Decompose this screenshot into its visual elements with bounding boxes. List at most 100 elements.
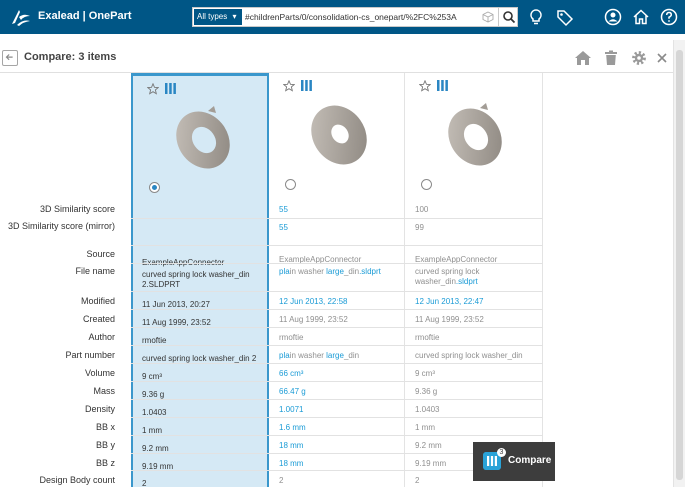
text-plain: in washer bbox=[289, 267, 327, 276]
cell-density: 1.0403 bbox=[142, 408, 167, 417]
star-icon[interactable] bbox=[283, 80, 295, 92]
cell-part-number: curved spring lock washer_din bbox=[415, 351, 523, 360]
compare-header: Compare: 3 items bbox=[0, 44, 673, 72]
top-bar: Exalead | OnePart All types ▾ bbox=[0, 0, 685, 34]
tag-icon[interactable] bbox=[555, 7, 575, 27]
type-filter-label: All types bbox=[197, 12, 228, 21]
text-plain: _din bbox=[343, 267, 360, 276]
row-divider bbox=[131, 399, 543, 400]
row-label-volume: Volume bbox=[84, 368, 115, 378]
home-icon[interactable] bbox=[631, 7, 651, 27]
row-divider bbox=[131, 327, 543, 328]
cell-part-number: curved spring lock washer_din 2 bbox=[142, 354, 257, 363]
star-icon[interactable] bbox=[419, 80, 431, 92]
text-plain: in washer bbox=[289, 351, 327, 360]
cell-file-name: curved spring lock washer_din bbox=[142, 270, 250, 279]
cell-author: rmoftie bbox=[415, 333, 440, 342]
row-divider bbox=[131, 435, 543, 436]
cell-mass: 9.36 g bbox=[415, 387, 438, 396]
3ds-logo-icon bbox=[12, 10, 30, 26]
text-plain: _din bbox=[343, 351, 360, 360]
cell-bb-y: 18 mm bbox=[279, 441, 304, 450]
row-label-mass: Mass bbox=[93, 386, 115, 396]
compare-bars-icon[interactable] bbox=[165, 83, 176, 94]
cell-bb-z: 18 mm bbox=[279, 459, 304, 468]
gear-icon[interactable] bbox=[630, 49, 648, 67]
row-label-modified: Modified bbox=[80, 296, 115, 306]
row-divider bbox=[131, 218, 543, 219]
text-match: large bbox=[326, 351, 344, 360]
compare-column-2: 55 55 ExampleAppConnector plain washer l… bbox=[269, 73, 405, 487]
row-label-similarity: 3D Similarity score bbox=[39, 204, 115, 214]
cell-design-body-count: 2 bbox=[142, 479, 147, 488]
row-divider bbox=[131, 470, 543, 471]
caret-down-icon: ▾ bbox=[232, 12, 237, 21]
cell-source: ExampleAppConnector bbox=[142, 258, 262, 268]
row-divider bbox=[131, 453, 543, 454]
compare-button-label: Compare bbox=[508, 455, 552, 466]
cell-file-name: curved spring lock bbox=[415, 267, 480, 276]
cell-source: ExampleAppConnector bbox=[279, 255, 362, 264]
row-divider bbox=[131, 417, 543, 418]
compare-bars-icon bbox=[483, 452, 501, 470]
cell-file-name-line2: washer_din.sldprt bbox=[415, 277, 535, 287]
column-header bbox=[133, 76, 267, 204]
cell-volume: 9 cm³ bbox=[415, 369, 435, 378]
cell-created: 11 Aug 1999, 23:52 bbox=[279, 315, 348, 324]
select-radio[interactable] bbox=[285, 179, 296, 190]
search-button[interactable] bbox=[498, 8, 518, 26]
search-box: All types ▾ bbox=[192, 7, 518, 27]
cell-mass: 9.36 g bbox=[142, 390, 165, 399]
scrollbar-thumb[interactable] bbox=[676, 50, 683, 480]
lightbulb-icon[interactable] bbox=[526, 7, 546, 27]
cell-bb-y: 9.2 mm bbox=[415, 441, 442, 450]
cell-bb-z: 9.19 mm bbox=[415, 459, 447, 468]
cell-modified: 11 Jun 2013, 20:27 bbox=[142, 300, 210, 309]
part-thumbnail[interactable] bbox=[440, 97, 510, 169]
type-filter-dropdown[interactable]: All types ▾ bbox=[194, 9, 242, 25]
cube-icon[interactable] bbox=[482, 11, 494, 23]
row-label-bb-x: BB x bbox=[95, 422, 115, 432]
trash-icon[interactable] bbox=[602, 49, 620, 67]
compare-button[interactable]: 3 Compare bbox=[473, 442, 555, 481]
app-title: Exalead | OnePart bbox=[38, 10, 132, 22]
cell-author: rmoftie bbox=[142, 336, 167, 345]
search-input[interactable] bbox=[245, 9, 479, 25]
row-divider bbox=[131, 363, 543, 364]
arrow-left-icon bbox=[5, 54, 13, 61]
part-thumbnail[interactable] bbox=[168, 100, 238, 172]
close-icon[interactable] bbox=[653, 49, 671, 67]
cell-modified: 12 Jun 2013, 22:47 bbox=[415, 297, 484, 306]
compare-bars-icon[interactable] bbox=[301, 80, 312, 91]
compare-bars-icon[interactable] bbox=[437, 80, 448, 91]
row-label-source: Source bbox=[86, 249, 115, 259]
home-icon[interactable] bbox=[574, 49, 592, 67]
cell-file-name-line2: 2.SLDPRT bbox=[142, 280, 181, 289]
cell-source: ExampleAppConnector bbox=[415, 255, 498, 264]
row-divider bbox=[131, 345, 543, 346]
cell-bb-z: 9.19 mm bbox=[142, 462, 174, 471]
row-label-design-body-count: Design Body count bbox=[39, 475, 115, 485]
cell-density: 1.0071 bbox=[279, 405, 304, 414]
row-label-bb-z: BB z bbox=[95, 458, 115, 468]
user-icon[interactable] bbox=[603, 7, 623, 27]
cell-similarity-score: 100 bbox=[415, 205, 429, 214]
row-label-bb-y: BB y bbox=[95, 440, 115, 450]
back-button[interactable] bbox=[2, 50, 18, 66]
cell-design-body-count: 2 bbox=[279, 476, 284, 485]
column-header bbox=[269, 73, 404, 201]
text-match: .sldprt bbox=[359, 267, 381, 276]
star-icon[interactable] bbox=[147, 83, 159, 95]
row-divider bbox=[131, 245, 543, 246]
compare-column-3: 100 99 ExampleAppConnector curved spring… bbox=[405, 73, 543, 487]
cell-mass: 66.47 g bbox=[279, 387, 306, 396]
part-thumbnail[interactable] bbox=[304, 97, 374, 169]
vertical-scrollbar[interactable] bbox=[673, 40, 685, 487]
select-radio[interactable] bbox=[421, 179, 432, 190]
text-match: .sldprt bbox=[455, 277, 478, 286]
select-radio[interactable] bbox=[149, 182, 160, 193]
cell-file-name: plain washer large_din.sldprt bbox=[279, 267, 399, 277]
compare-count-badge: 3 bbox=[497, 448, 506, 457]
help-icon[interactable] bbox=[659, 7, 679, 27]
row-divider bbox=[131, 263, 543, 264]
